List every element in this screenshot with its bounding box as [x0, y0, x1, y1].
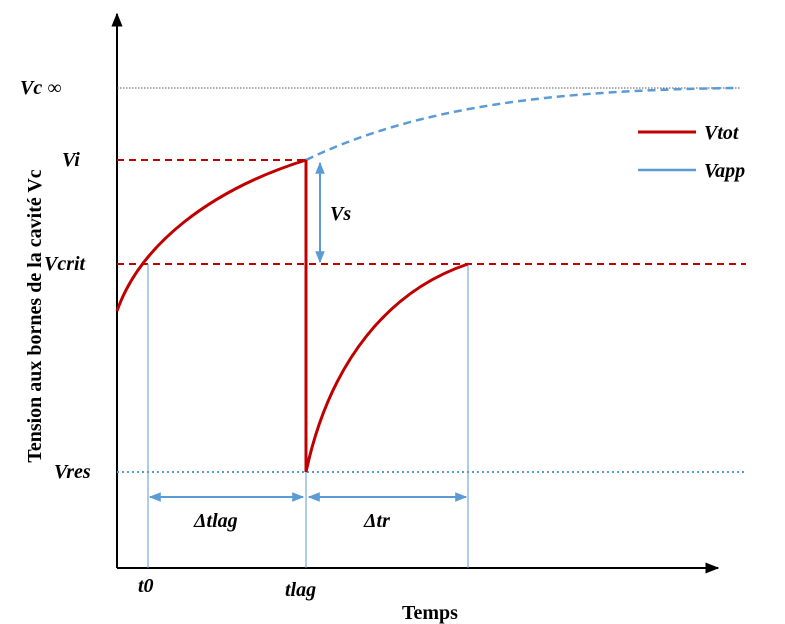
dtlag-label: Δtlag: [193, 510, 238, 532]
legend: Vtot Vapp: [638, 122, 745, 182]
vres-label: Vres: [54, 461, 91, 483]
vcrit-label: Vcrit: [44, 253, 87, 275]
y-axis-title: Tension aux bornes de la cavité Vc: [24, 169, 46, 462]
vc-inf-label: Vc ∞: [20, 77, 61, 99]
legend-vtot-label: Vtot: [704, 122, 740, 144]
vi-label: Vi: [62, 149, 80, 171]
legend-vapp-label: Vapp: [704, 160, 745, 182]
vapp-curve: [305, 86, 739, 162]
t0-label: t0: [138, 575, 154, 597]
vs-label: Vs: [330, 203, 351, 225]
dtr-label: Δtr: [363, 510, 390, 532]
vtot-rise-curve: [115, 158, 307, 312]
x-axis-title: Temps: [402, 602, 458, 624]
tlag-label: tlag: [285, 579, 316, 601]
vtot-recovery-curve: [304, 262, 469, 473]
